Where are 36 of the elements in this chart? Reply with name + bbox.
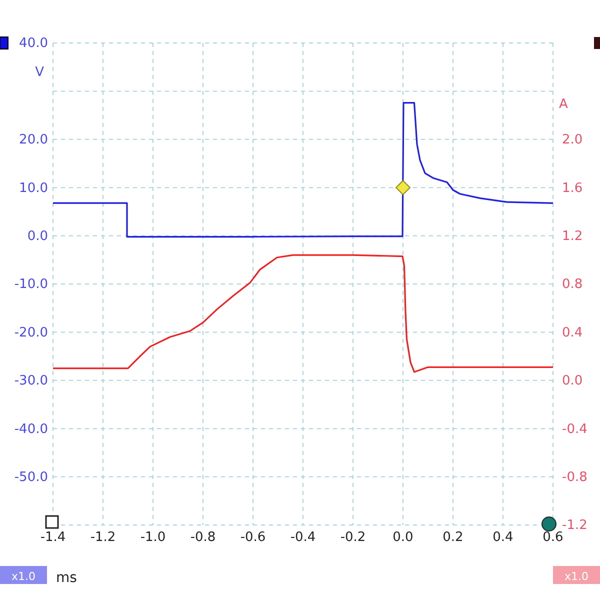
y-tick-label: -40.0 [14, 422, 48, 437]
y2-tick-label: 1.2 [562, 228, 583, 244]
y-tick-label: 20.0 [19, 132, 48, 148]
y-tick-label: 40.0 [19, 36, 48, 52]
y2-tick-label: -0.8 [562, 470, 588, 485]
y2-tick-label: 0.8 [562, 277, 583, 292]
text: x1.0 [564, 570, 589, 583]
x-tick-label: -0.6 [240, 530, 266, 546]
x-tick-label: 0.6 [542, 530, 564, 546]
y-tick-label: -20.0 [14, 325, 48, 340]
x-tick-label: 0.0 [392, 530, 414, 546]
y2-tick-label: 1.6 [562, 180, 583, 196]
y-tick-label: 0.0 [27, 228, 48, 244]
y-axis-title: V [35, 65, 44, 80]
x-tick-label: -1.4 [40, 530, 66, 546]
y2-axis-title: A [559, 97, 568, 112]
text: x1.0 [11, 570, 36, 583]
y2-tick-label: -1.2 [562, 518, 588, 534]
x-tick-label: 0.2 [442, 530, 464, 546]
y-tick-label: -30.0 [14, 374, 48, 389]
y-tick-label: -10.0 [14, 277, 48, 292]
x-tick-label: -0.2 [340, 530, 366, 546]
y-tick-label: 10.0 [19, 180, 48, 196]
x-tick-label: -0.8 [190, 530, 216, 546]
y-tick-label: -50.0 [14, 470, 48, 485]
x-tick-label: 0.4 [492, 530, 514, 546]
x-tick-label: -1.0 [140, 530, 166, 546]
line-series [52, 254, 554, 373]
x-tick-label: -1.2 [90, 530, 116, 546]
y2-tick-label: 2.0 [562, 132, 583, 148]
line-series [52, 102, 554, 238]
y2-tick-label: 0.0 [562, 374, 583, 389]
x-axis-title: ms [56, 570, 77, 586]
x-tick-label: -0.4 [290, 530, 316, 546]
y2-tick-label: -0.4 [562, 422, 588, 437]
y2-tick-label: 0.4 [562, 325, 583, 340]
